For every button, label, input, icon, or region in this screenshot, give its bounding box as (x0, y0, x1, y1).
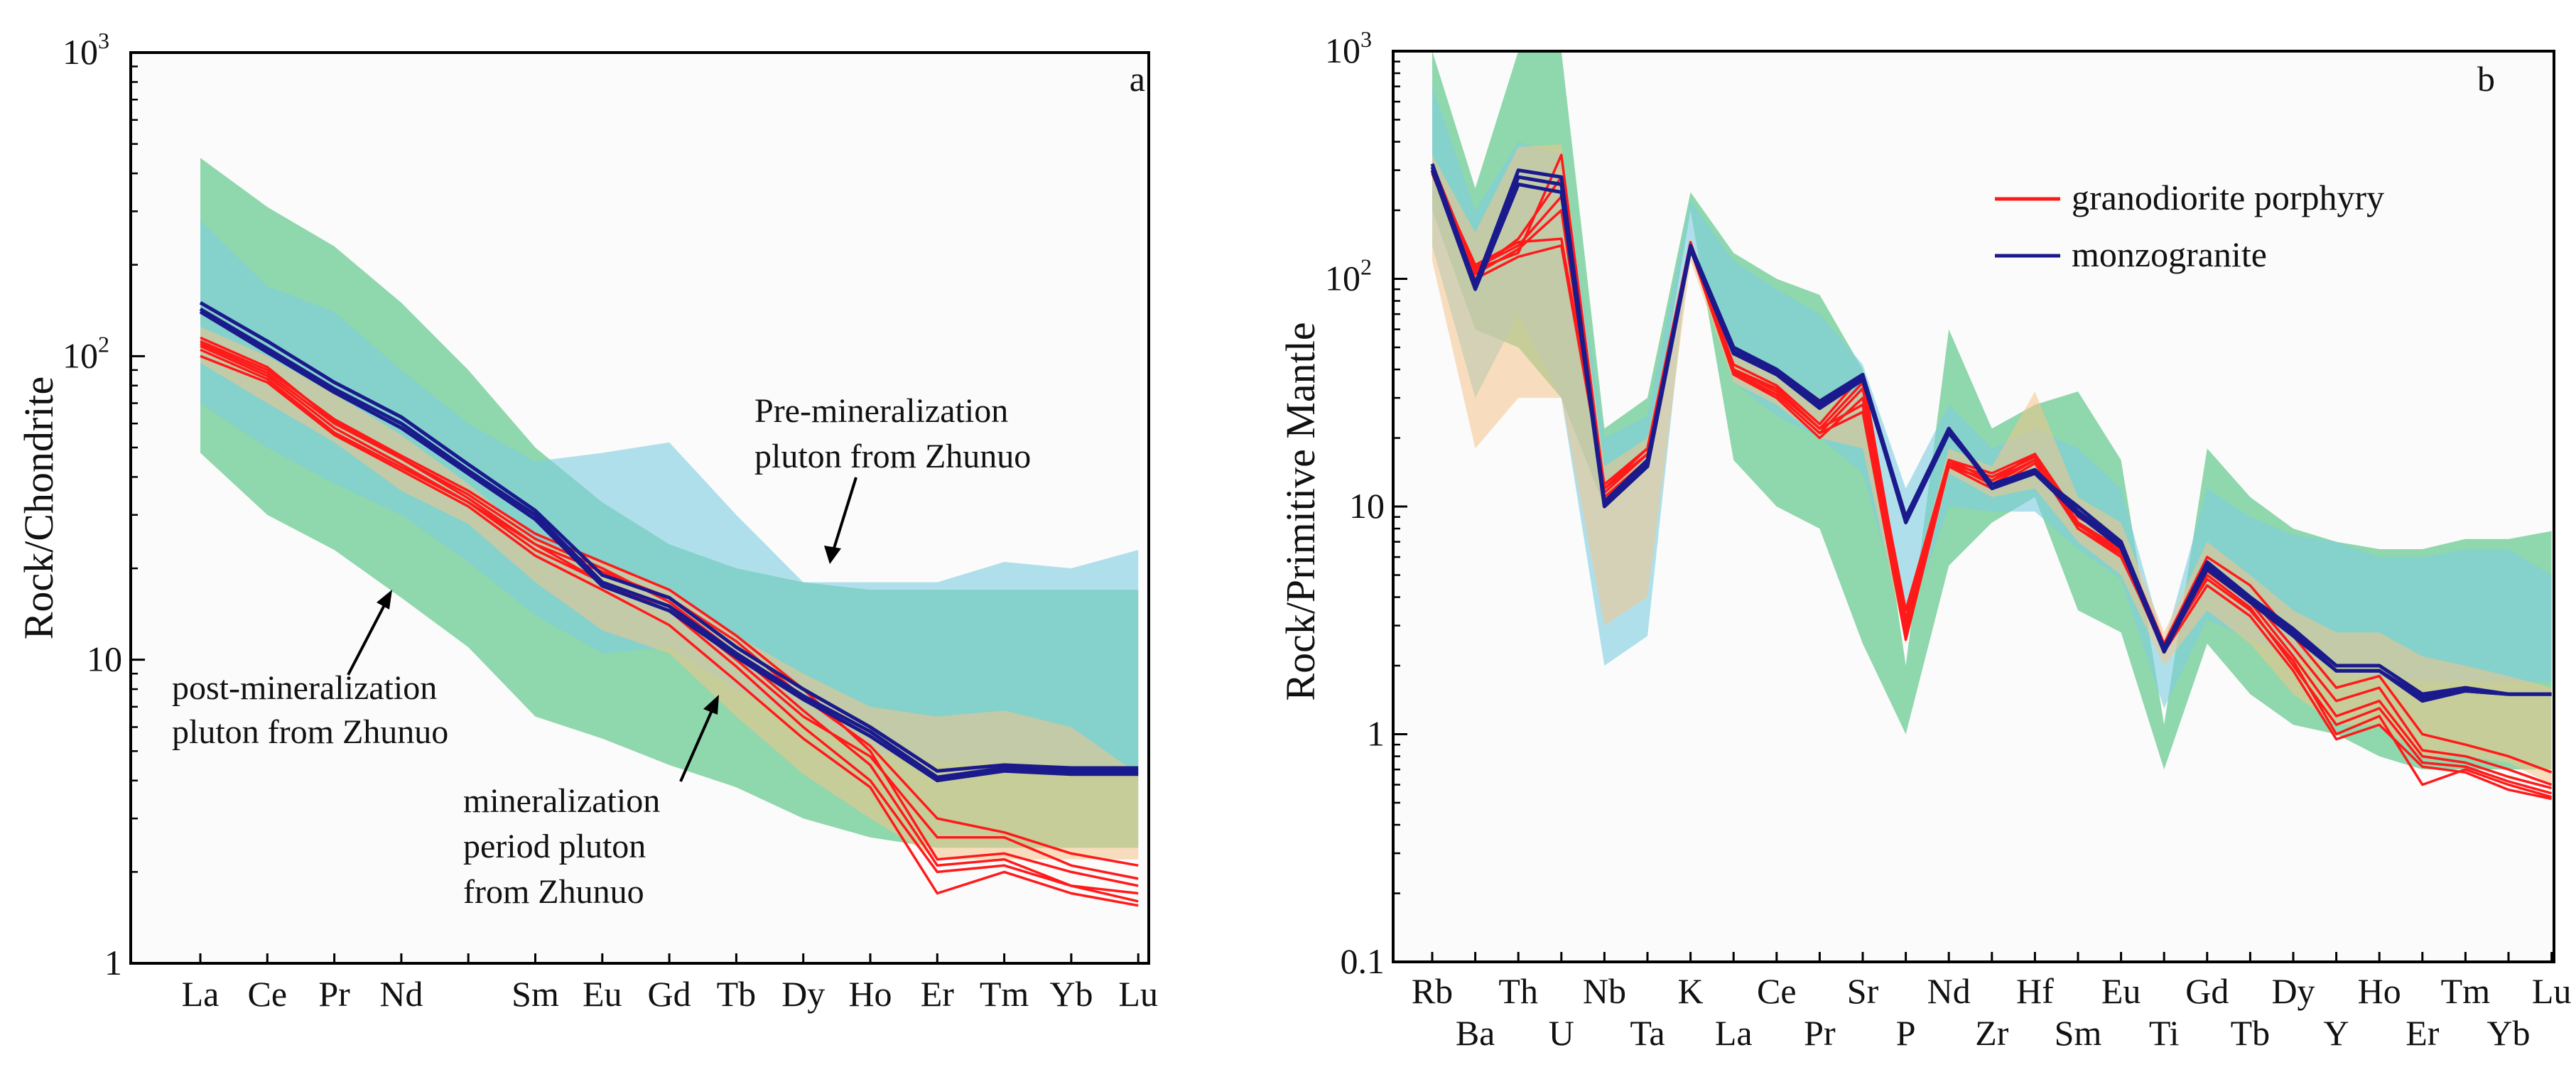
annotation-mineral-line-3: from Zhunuo (463, 873, 644, 911)
x-tick-label-Ta: Ta (1630, 1013, 1665, 1053)
annotation-pre-arrowhead (824, 546, 841, 564)
band-pre (200, 220, 1139, 765)
x-tick-label-Sm: Sm (512, 974, 559, 1014)
series-line-granodiorite-1 (1431, 153, 2553, 774)
y-tick-label: 102 (63, 331, 109, 375)
panel-a-bands (200, 158, 1139, 860)
x-tick-label-Nb: Nb (1583, 971, 1626, 1011)
x-tick-label-Ce: Ce (1757, 971, 1797, 1011)
panel-b-series-lines (1430, 153, 2553, 801)
annotation-post-arrow (347, 602, 387, 676)
panel-a-annotations: Pre-mineralization pluton from Zhunuo po… (172, 392, 1031, 911)
panel-a-frame (129, 51, 1150, 965)
annotation-mineral-arrowhead (703, 695, 719, 715)
x-tick-label-Ba: Ba (1456, 1013, 1495, 1053)
x-tick-label-Eu: Eu (583, 974, 622, 1014)
x-tick-label-Y: Y (2324, 1013, 2349, 1053)
y-tick-label: 103 (1325, 26, 1372, 70)
x-tick-label-Zr: Zr (1975, 1013, 2009, 1053)
x-tick-label-Yb: Yb (1049, 974, 1093, 1014)
band-mineral (200, 326, 1139, 860)
y-tick-label: 103 (63, 28, 109, 72)
panel-b-y-axis-label: Rock/Primitive Mantle (1277, 322, 1324, 700)
x-tick-label-Er: Er (2405, 1013, 2440, 1053)
x-tick-label-K: K (1678, 971, 1704, 1011)
series-line-granodiorite-2 (1431, 169, 2553, 786)
annotation-post-line-1: post-mineralization (172, 669, 437, 707)
annotation-pre-line-2: pluton from Zhunuo (754, 438, 1031, 475)
x-tick-label-Dy: Dy (781, 974, 825, 1014)
x-tick-label-Hf: Hf (2016, 971, 2054, 1011)
annotation-post-line-2: pluton from Zhunuo (172, 713, 448, 751)
x-tick-label-Tm: Tm (2441, 971, 2491, 1011)
y-tick-label: 102 (1325, 254, 1372, 298)
series-line-granodiorite-4 (200, 336, 1139, 895)
panel-a-y-axis-label: Rock/Chondrite (16, 377, 62, 640)
x-tick-label-Lu: Lu (1118, 974, 1158, 1014)
x-tick-label-Gd: Gd (648, 974, 691, 1014)
y-tick-label: 10 (87, 639, 122, 679)
panel-b-legend: granodiorite porphyry monzogranite (1995, 178, 2384, 274)
x-tick-label-La: La (1715, 1013, 1753, 1053)
x-tick-label-Ti: Ti (2149, 1013, 2180, 1053)
x-tick-label-Sr: Sr (1847, 971, 1879, 1011)
x-tick-label-Eu: Eu (2101, 971, 2141, 1011)
x-tick-label-U: U (1549, 1013, 1574, 1053)
x-tick-label-La: La (182, 974, 220, 1014)
y-tick-label: 1 (104, 943, 122, 982)
x-tick-label-Yb: Yb (2486, 1013, 2530, 1053)
x-tick-label-Gd: Gd (2185, 971, 2229, 1011)
annotation-pre-line-1: Pre-mineralization (754, 392, 1008, 430)
annotation-mineral-line-1: mineralization (463, 782, 660, 820)
x-tick-label-Tm: Tm (980, 974, 1029, 1014)
x-tick-label-Pr: Pr (318, 974, 350, 1014)
annotation-mineral-arrow (679, 708, 714, 782)
annotation-pre-arrow (831, 477, 857, 553)
panel-b-label: b (2477, 59, 2495, 99)
series-line-granodiorite-3 (200, 340, 1139, 887)
x-tick-label-Ho: Ho (848, 974, 892, 1014)
x-tick-label-P: P (1896, 1013, 1916, 1053)
x-tick-label-Nd: Nd (1927, 971, 1971, 1011)
panel-a-series-lines (199, 301, 1139, 907)
band-pre (1432, 86, 2552, 709)
series-line-granodiorite-4 (1431, 171, 2553, 795)
x-tick-label-Dy: Dy (2271, 971, 2315, 1011)
panel-a-axes: 1 10 102 103 La Ce Pr Nd Sm Eu Gd Tb Dy Ho Er Tm Yb Lu (63, 28, 1158, 1014)
series-line-monzogranite-2 (199, 307, 1139, 779)
x-tick-label-Th: Th (1498, 971, 1538, 1011)
series-line-granodiorite-6 (200, 354, 1139, 907)
x-tick-label-Tb: Tb (717, 974, 757, 1014)
y-tick-label: 10 (1349, 486, 1385, 526)
panel-a-label: a (1130, 59, 1145, 99)
x-tick-label-Tb: Tb (2231, 1013, 2271, 1053)
x-tick-label-Pr: Pr (1804, 1013, 1836, 1053)
legend-label-granodiorite: granodiorite porphyry (2072, 178, 2384, 217)
x-tick-label-Nd: Nd (379, 974, 423, 1014)
x-tick-label-Er: Er (921, 974, 955, 1014)
y-tick-label: 1 (1367, 714, 1385, 754)
legend-label-monzogranite: monzogranite (2072, 234, 2267, 274)
x-tick-label-Rb: Rb (1412, 971, 1453, 1011)
series-line-monzogranite-3 (1430, 169, 2552, 703)
x-tick-label-Sm: Sm (2055, 1013, 2102, 1053)
annotation-mineral-line-2: period pluton (463, 828, 646, 865)
x-tick-label-Ce: Ce (248, 974, 288, 1014)
annotation-post-arrowhead (377, 590, 392, 610)
x-tick-label-Ho: Ho (2358, 971, 2401, 1011)
series-line-monzogranite-3 (199, 310, 1139, 783)
y-tick-label: 0.1 (1341, 941, 1385, 981)
x-tick-label-Lu: Lu (2532, 971, 2572, 1011)
series-line-monzogranite-1 (199, 301, 1139, 773)
